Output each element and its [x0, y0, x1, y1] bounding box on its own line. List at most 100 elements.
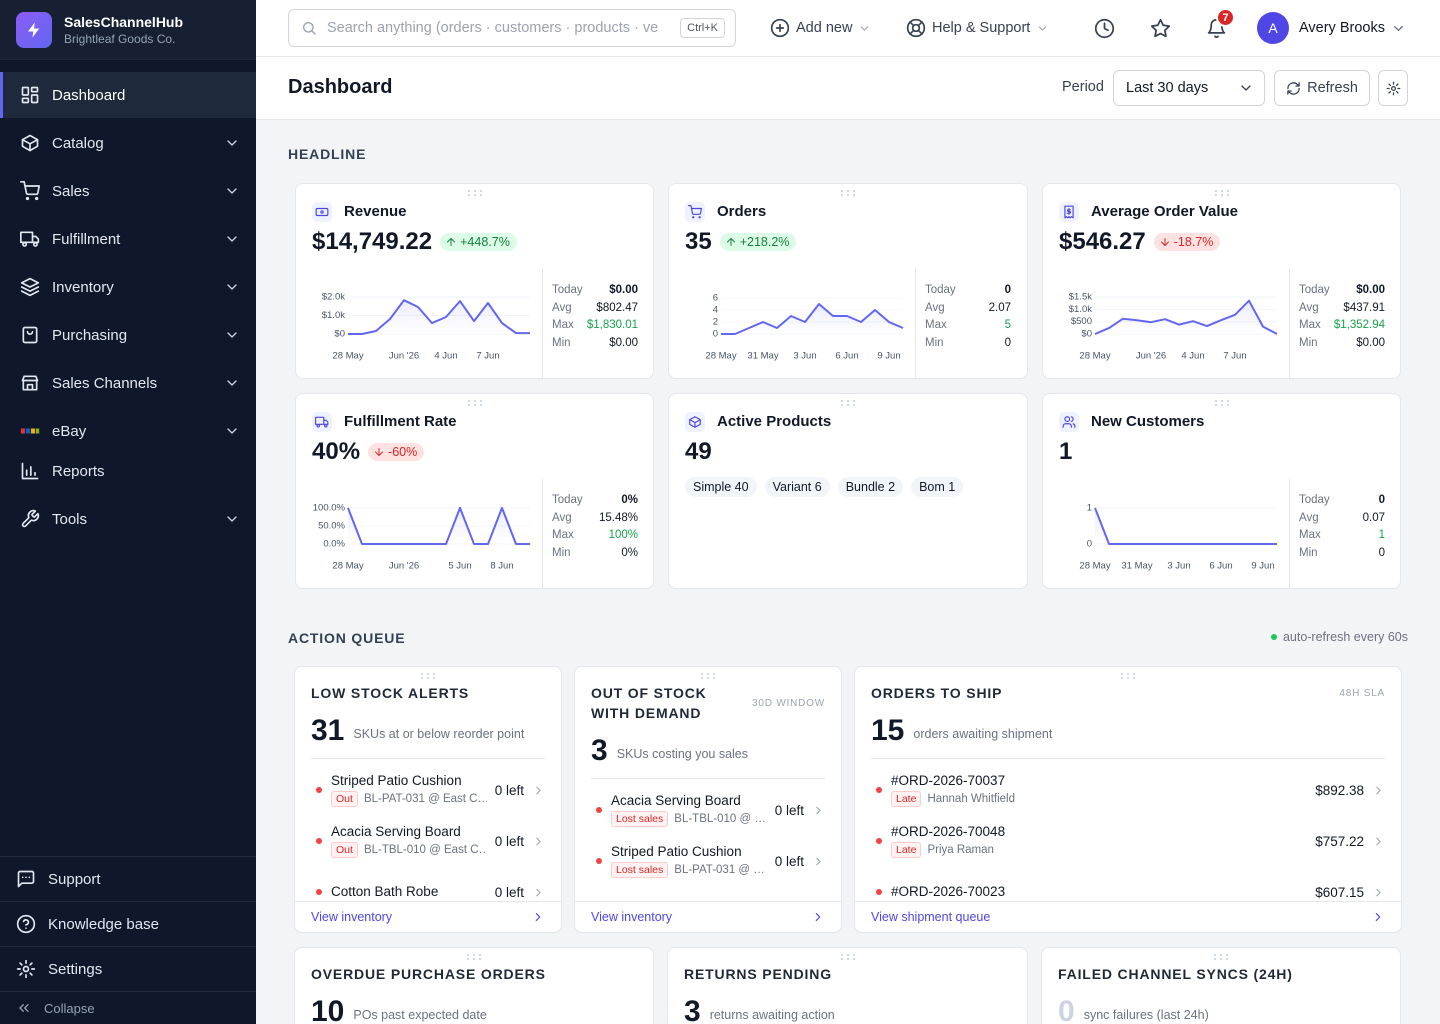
handle-dot	[1226, 193, 1229, 197]
drag-handle[interactable]	[840, 953, 856, 961]
icon	[1062, 416, 1076, 428]
x-tick-label: 4 Jun	[1181, 351, 1204, 362]
icon	[16, 914, 36, 934]
action-item[interactable]: Acacia Serving Board Lost sales BL-TBL-010…	[591, 792, 825, 828]
nav-item[interactable]: eBay	[0, 408, 256, 454]
nav-item[interactable]: Catalog	[0, 120, 256, 166]
sidebar-link[interactable]: Support	[0, 856, 256, 901]
sidebar-link[interactable]: Knowledge base	[0, 901, 256, 946]
action-item[interactable]: Cotton Bath Robe 0 left	[311, 874, 545, 901]
action-item[interactable]: Striped Patio Cushion Out BL-PAT-031 @ Eas…	[311, 772, 545, 808]
stat-row: Max 5	[916, 316, 1027, 334]
user-menu[interactable]: A Avery Brooks	[1257, 0, 1406, 56]
action-caption: orders awaiting shipment	[913, 727, 1053, 741]
handle-dot	[1220, 193, 1223, 197]
stat-row: Min 0	[916, 334, 1027, 352]
item-tag: Out	[331, 842, 358, 858]
icon-shape	[21, 86, 30, 96]
nav-item[interactable]: Sales	[0, 168, 256, 214]
stat-value: $0.00	[609, 336, 638, 349]
icon-shape	[911, 23, 921, 33]
action-item[interactable]: Acacia Serving Board Out BL-TBL-010 @ East…	[311, 823, 545, 859]
icon	[906, 18, 926, 38]
icon-shape	[227, 140, 237, 146]
drag-handle[interactable]	[467, 189, 483, 197]
action-card: RETURNS PENDING 3 returns awaiting action	[667, 947, 1028, 1024]
nav-label: Purchasing	[52, 326, 128, 344]
item-name: #ORD-2026-70023	[891, 884, 1006, 899]
icon-shape	[815, 912, 821, 922]
stat-row: Min 0	[1290, 544, 1400, 562]
action-card-title: OUT OF STOCK WITH DEMAND	[591, 685, 707, 721]
stat-row: Avg 0.07	[1290, 509, 1400, 527]
icon-shape	[775, 23, 785, 33]
status-dot	[1270, 634, 1277, 640]
action-item[interactable]: #ORD-2026-70023 $607.15	[871, 874, 1385, 901]
item-sub: Late Priya Raman	[891, 841, 1307, 859]
handle-dot	[840, 193, 844, 197]
clock-button[interactable]	[1094, 0, 1115, 56]
line	[1094, 507, 1277, 545]
metric-card: New Customers 1 0 1 28 May 31 May 3 Jun 6 Jun 9 …	[1042, 393, 1401, 589]
drag-handle[interactable]	[700, 672, 716, 680]
stat-label: Today	[552, 283, 583, 296]
icon-shape	[25, 428, 30, 434]
drag-handle[interactable]	[1120, 672, 1136, 680]
handle-dot	[846, 189, 850, 193]
action-link[interactable]: View inventory	[295, 901, 561, 932]
help-button[interactable]: Help & Support	[906, 0, 1049, 56]
nav-item[interactable]: Dashboard	[0, 72, 256, 118]
stat-row: Max $1,830.01	[543, 316, 653, 334]
icon	[20, 277, 40, 297]
drag-handle[interactable]	[1214, 399, 1230, 407]
handle-dot	[473, 399, 476, 403]
nav-item[interactable]: Tools	[0, 496, 256, 542]
drag-handle[interactable]	[420, 672, 436, 680]
action-link[interactable]: View inventory	[575, 901, 841, 932]
icon-shape	[375, 448, 384, 456]
icon-shape	[28, 22, 40, 37]
period-select[interactable]: Last 30 days	[1113, 70, 1265, 106]
handle-dot	[473, 189, 476, 193]
action-item[interactable]: #ORD-2026-70037 Late Hannah Whitfield $892.…	[871, 772, 1385, 808]
handle-dot	[478, 953, 482, 957]
star-button[interactable]	[1150, 0, 1171, 56]
nav-item[interactable]: Inventory	[0, 264, 256, 310]
handle-dot	[1226, 403, 1229, 407]
icon-shape	[1376, 888, 1381, 896]
page-title: Dashboard	[288, 76, 393, 98]
settings-button[interactable]	[1378, 70, 1408, 106]
drag-handle[interactable]	[1213, 953, 1229, 961]
action-item[interactable]: Striped Patio Cushion Lost sales BL-PAT-03…	[591, 843, 825, 879]
nav-item[interactable]: Fulfillment	[0, 216, 256, 262]
sidebar-link[interactable]: Settings	[0, 946, 256, 991]
item-tag: Out	[331, 791, 358, 807]
status-dot	[876, 838, 882, 844]
collapse-button[interactable]: Collapse	[0, 991, 256, 1024]
action-item[interactable]: #ORD-2026-70048 Late Priya Raman $757.22	[871, 823, 1385, 859]
action-link[interactable]: View shipment queue	[855, 901, 1401, 932]
action-card: OUT OF STOCK WITH DEMAND 30D WINDOW 3 SKUs …	[574, 666, 842, 933]
add-new-button[interactable]: Add new	[770, 0, 871, 56]
icon	[689, 416, 701, 428]
drag-handle[interactable]	[840, 189, 856, 197]
y-tick-label: $1.0k	[1069, 304, 1092, 315]
nav-item[interactable]: Sales Channels	[0, 360, 256, 406]
stat-value: 0	[1004, 283, 1011, 296]
nav-item[interactable]: Purchasing	[0, 312, 256, 358]
drag-handle[interactable]	[1214, 189, 1230, 197]
search-box[interactable]: Search anything (orders · customers · pr…	[288, 9, 736, 47]
icon-shape	[227, 284, 237, 290]
drag-handle[interactable]	[840, 399, 856, 407]
drag-handle[interactable]	[467, 399, 483, 407]
icon	[20, 428, 40, 434]
stats: Today $0.00 Avg $802.47 Max $1,830.01 Min $0.00	[542, 269, 653, 378]
stat-row: Max $1,352.94	[1290, 316, 1400, 334]
nav-item[interactable]: Reports	[0, 448, 256, 494]
handle-dot	[1126, 672, 1130, 676]
drag-handle[interactable]	[466, 953, 482, 961]
stat-row: Avg 2.07	[916, 299, 1027, 317]
refresh-button[interactable]: Refresh	[1274, 70, 1370, 106]
delta-value: -18.7%	[1173, 235, 1214, 249]
handle-dot	[467, 403, 470, 407]
